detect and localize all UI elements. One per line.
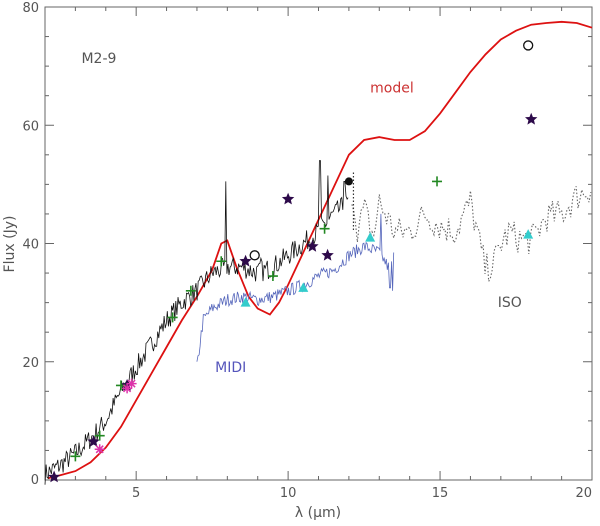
marker-open-circles: [523, 40, 534, 51]
marker-filled-circles: [344, 177, 353, 186]
x-axis-label: λ (μm): [295, 505, 341, 521]
marker-filled-stars: [47, 470, 61, 483]
y-tick-label: 80: [22, 1, 39, 16]
marker-triangles: [523, 229, 534, 239]
axis-ticks: 5 10 15 20 0 20 40 60 80: [22, 1, 593, 501]
series-line-ISO: [351, 186, 592, 284]
annotation-label: model: [370, 81, 414, 97]
marker-triangles: [365, 232, 376, 242]
marker-plus: [185, 285, 196, 296]
marker-plus: [267, 271, 278, 282]
marker-asterisks: [94, 444, 105, 455]
annotation-label: MIDI: [215, 360, 246, 376]
marker-plus: [432, 176, 443, 187]
marker-plus: [216, 256, 227, 267]
series-line-MIDI: [196, 213, 395, 362]
marker-asterisks: [126, 378, 137, 389]
y-tick-label: 0: [31, 473, 39, 488]
marker-filled-stars: [306, 240, 319, 252]
marker-plus: [319, 223, 330, 234]
marker-plus: [94, 430, 105, 441]
markers-layer: [47, 40, 538, 483]
y-tick-label: 60: [22, 119, 39, 134]
marker-asterisks: [122, 383, 133, 394]
series-line-ground-spectrum: [44, 160, 349, 485]
series-line-model: [47, 20, 593, 480]
x-tick-label: 20: [575, 486, 592, 501]
annotation-label: ISO: [498, 295, 522, 311]
x-tick-label: 5: [132, 486, 140, 501]
plot-frame: [44, 6, 593, 481]
marker-plus: [167, 312, 178, 323]
series-layer: [44, 20, 593, 485]
marker-filled-stars: [321, 248, 334, 261]
marker-triangles: [240, 297, 251, 307]
y-axis-label: Flux (Jy): [2, 216, 18, 273]
marker-open-circles: [249, 250, 260, 261]
annotations-layer: M2-9 model MIDI ISO: [81, 51, 521, 376]
marker-filled-stars: [87, 435, 100, 447]
y-tick-label: 20: [22, 356, 39, 371]
y-tick-label: 40: [22, 238, 39, 253]
marker-filled-stars: [525, 112, 538, 125]
marker-plus: [70, 451, 81, 462]
marker-filled-stars: [281, 192, 295, 205]
annotation-label: M2-9: [81, 51, 116, 67]
x-tick-label: 15: [432, 486, 449, 501]
marker-filled-stars: [239, 254, 252, 267]
marker-triangles: [298, 282, 309, 292]
x-tick-label: 10: [280, 486, 297, 501]
